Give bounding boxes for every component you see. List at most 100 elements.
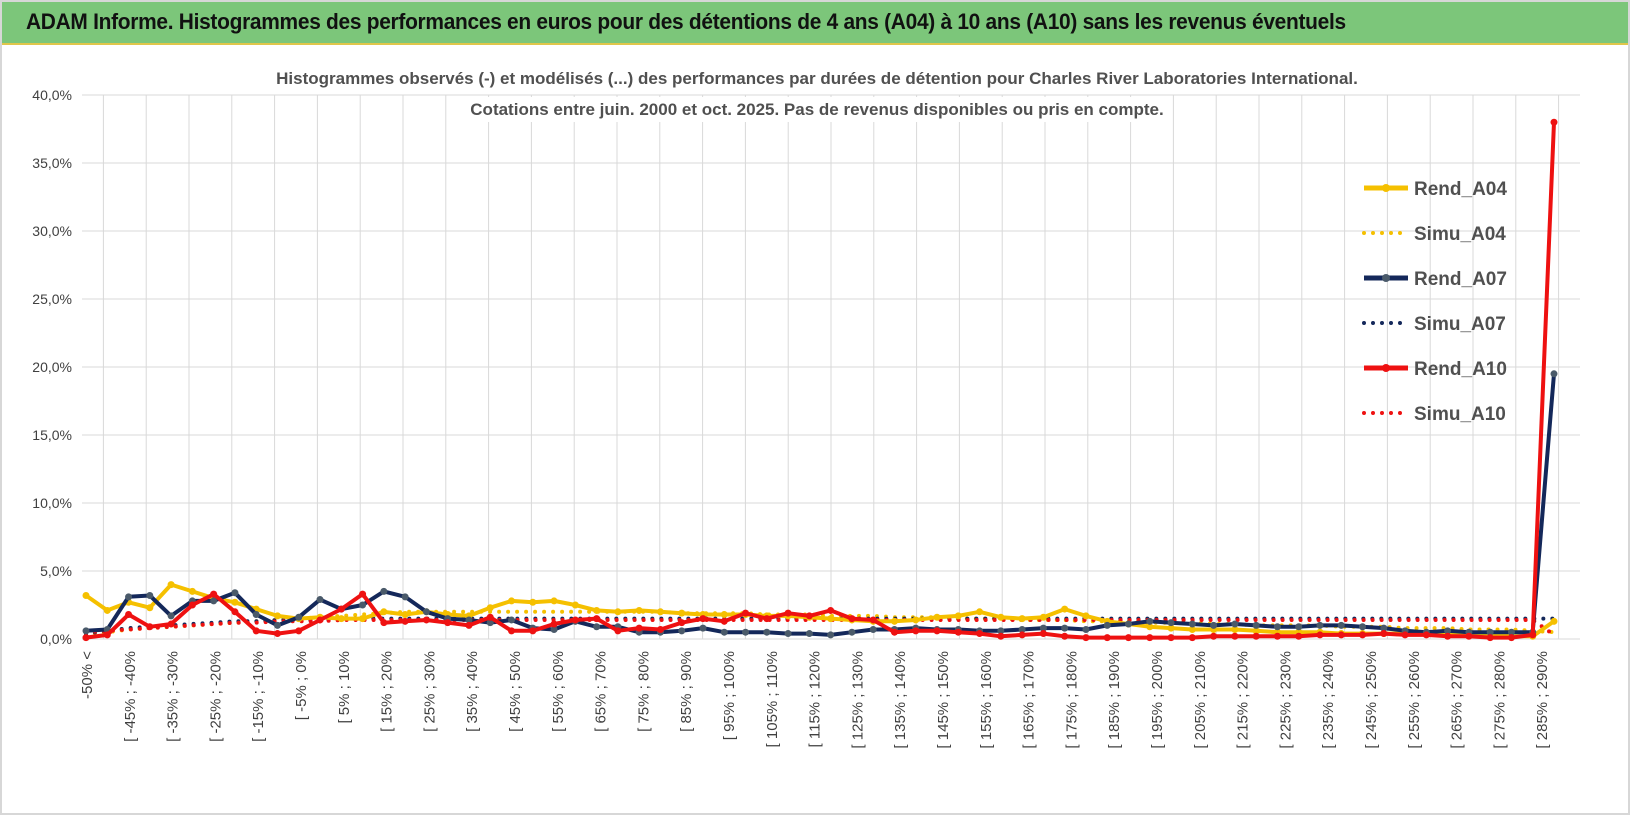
data-point-rend_a10 (1422, 631, 1430, 639)
x-tick-label: [ 15% ; 20% (379, 651, 396, 732)
data-point-rend_a07 (146, 591, 154, 599)
data-point-rend_a07 (1103, 621, 1111, 629)
data-point-rend_a10 (1444, 632, 1452, 640)
data-point-rend_a04 (890, 617, 898, 625)
x-tick-label: [ 155% ; 160% (978, 651, 995, 749)
x-tick-label: [ 285% ; 290% (1534, 651, 1551, 749)
x-tick-label: [ 115% ; 120% (807, 651, 824, 747)
data-point-rend_a07 (82, 627, 90, 635)
data-point-rend_a07 (1188, 620, 1196, 628)
x-tick-label: [ 135% ; 140% (892, 651, 909, 749)
data-point-rend_a10 (848, 615, 856, 623)
data-point-rend_a04 (273, 612, 281, 620)
data-point-rend_a04 (82, 591, 90, 599)
x-tick-label: [ 45% ; 50% (507, 651, 524, 732)
data-point-rend_a07 (1018, 625, 1026, 633)
data-point-rend_a04 (1167, 624, 1175, 632)
x-tick-label: [ 5% ; 10% (336, 651, 353, 724)
data-point-rend_a07 (422, 608, 430, 616)
data-point-rend_a10 (295, 627, 303, 635)
data-point-rend_a10 (571, 616, 579, 624)
data-point-rend_a07 (869, 625, 877, 633)
legend-label: Rend_A07 (1414, 269, 1507, 290)
data-point-rend_a07 (210, 597, 218, 605)
data-point-rend_a10 (359, 590, 367, 598)
x-tick-label: [ 25% ; 30% (421, 651, 438, 732)
x-tick-label: [ -25% ; -20% (207, 651, 224, 742)
data-point-rend_a07 (125, 593, 133, 601)
data-point-rend_a10 (1103, 634, 1111, 642)
chart-title-background (270, 66, 1364, 91)
data-point-rend_a10 (1507, 634, 1515, 642)
data-point-rend_a04 (635, 606, 643, 614)
data-point-rend_a04 (656, 608, 664, 616)
data-point-rend_a10 (1167, 634, 1175, 642)
data-point-rend_a10 (486, 613, 494, 621)
data-point-rend_a10 (656, 625, 664, 633)
data-point-rend_a10 (699, 615, 707, 623)
y-tick-label: 15,0% (32, 427, 72, 443)
x-tick-label: [ 245% ; 250% (1363, 651, 1380, 749)
series-line-rend_a04 (84, 582, 1556, 639)
data-point-rend_a10 (678, 619, 686, 627)
data-point-rend_a07 (1061, 624, 1069, 632)
data-point-rend_a10 (1273, 632, 1281, 640)
x-tick-label: [ 185% ; 190% (1106, 651, 1123, 749)
data-point-rend_a04 (614, 608, 622, 616)
y-tick-label: 20,0% (32, 359, 72, 375)
data-point-rend_a10 (1018, 631, 1026, 639)
data-point-rend_a10 (593, 615, 601, 623)
data-point-rend_a04 (1146, 623, 1154, 631)
data-point-rend_a04 (1039, 613, 1047, 621)
data-point-rend_a07 (550, 625, 558, 633)
y-tick-label: 35,0% (32, 155, 72, 171)
data-point-rend_a10 (401, 617, 409, 625)
data-point-rend_a07 (699, 624, 707, 632)
data-point-rend_a10 (1188, 634, 1196, 642)
data-point-rend_a04 (380, 608, 388, 616)
data-point-rend_a04 (1018, 615, 1026, 623)
data-point-rend_a07 (1252, 621, 1260, 629)
data-point-rend_a07 (848, 628, 856, 636)
data-point-rend_a04 (1252, 627, 1260, 635)
y-tick-label: 30,0% (32, 223, 72, 239)
data-point-rend_a10 (614, 627, 622, 635)
data-point-rend_a04 (720, 611, 728, 619)
data-point-rend_a04 (146, 604, 154, 612)
data-point-rend_a10 (827, 606, 835, 614)
x-tick-label: [ 195% ; 200% (1149, 651, 1166, 749)
y-tick-label: 5,0% (40, 563, 72, 579)
data-point-rend_a10 (1486, 634, 1494, 642)
data-point-rend_a04 (912, 616, 920, 624)
data-point-rend_a10 (252, 627, 260, 635)
data-point-rend_a10 (1316, 631, 1324, 639)
data-point-rend_a04 (529, 598, 537, 606)
data-point-rend_a10 (167, 620, 175, 628)
legend-marker (1382, 274, 1390, 282)
x-tick-label: [ -45% ; -40% (122, 651, 139, 742)
data-point-rend_a04 (231, 598, 239, 606)
data-point-rend_a04 (401, 611, 409, 619)
data-point-rend_a10 (976, 630, 984, 638)
chart-title-background (464, 97, 1170, 122)
data-point-rend_a04 (1188, 625, 1196, 633)
data-point-rend_a10 (869, 616, 877, 624)
data-point-rend_a04 (103, 606, 111, 614)
data-point-rend_a07 (167, 612, 175, 620)
data-point-rend_a07 (1082, 625, 1090, 633)
x-tick-label: [ 235% ; 240% (1320, 651, 1337, 749)
data-point-rend_a07 (273, 621, 281, 629)
x-tick-label: [ -5% ; 0% (293, 651, 310, 720)
data-point-rend_a10 (337, 605, 345, 613)
data-point-rend_a10 (444, 619, 452, 627)
data-point-rend_a04 (188, 587, 196, 595)
header-banner: ADAM Informe. Histogrammes des performan… (2, 2, 1628, 45)
y-axis: 0,0% 5,0% 10,0% 15,0% 20,0% 25,0% 30,0% 35,0% 40… (32, 87, 72, 647)
data-point-rend_a04 (997, 613, 1005, 621)
x-tick-label: [ 175% ; 180% (1063, 651, 1080, 749)
data-point-rend_a07 (784, 630, 792, 638)
data-point-rend_a07 (231, 589, 239, 597)
data-point-rend_a07 (1316, 621, 1324, 629)
x-tick-label: [ 275% ; 280% (1491, 651, 1508, 749)
